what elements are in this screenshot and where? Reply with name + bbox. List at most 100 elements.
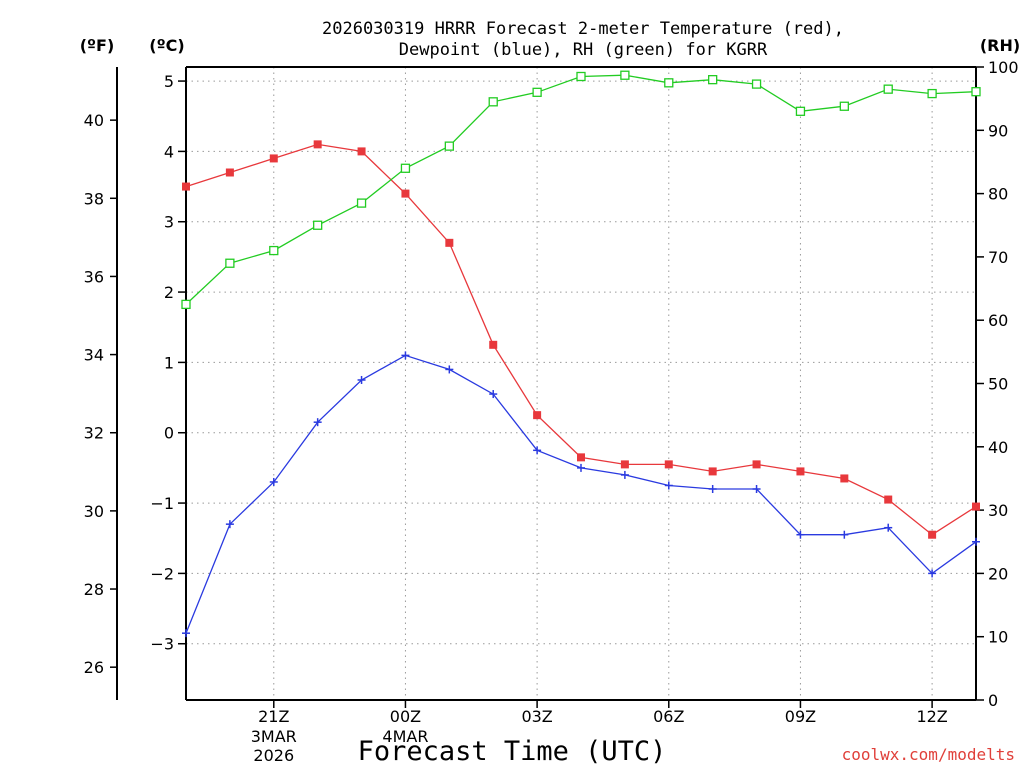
rh-point	[488, 97, 498, 107]
celsius-unit-label: (ºC)	[149, 36, 184, 55]
rh-point	[444, 141, 454, 151]
x-tick-label: 12Z	[916, 707, 947, 726]
rh-unit-label: (RH)	[980, 36, 1020, 55]
temperature-point	[752, 460, 761, 469]
dewpoint-point	[752, 485, 761, 493]
temperature-point	[313, 140, 322, 149]
rh-point	[839, 101, 849, 111]
dewpoint-point	[664, 481, 673, 490]
rh-point	[708, 75, 718, 85]
temperature-point	[840, 474, 849, 483]
temperature-point	[357, 147, 366, 156]
rh-tick-label: 40	[988, 438, 1008, 457]
c-tick-label: −2	[150, 564, 174, 583]
dewpoint-point	[401, 351, 410, 360]
dewpoint-series	[182, 351, 980, 638]
dewpoint-point	[840, 530, 849, 539]
fahrenheit-unit-label: (ºF)	[80, 36, 115, 55]
c-tick-label: −1	[150, 494, 174, 513]
dewpoint-line	[185, 354, 977, 634]
rh-point	[751, 79, 762, 89]
x-tick-label: 03Z	[521, 707, 552, 726]
x-tick-year-label: 2026	[253, 746, 294, 765]
dewpoint-point	[708, 485, 717, 493]
f-tick-label: 34	[84, 346, 104, 365]
temperature-point	[796, 467, 805, 476]
c-tick-label: 1	[164, 353, 174, 372]
x-tick-label: 00Z	[390, 707, 421, 726]
temperature-line	[185, 143, 977, 536]
temperature-series	[182, 140, 980, 539]
rh-point	[620, 70, 630, 80]
dewpoint-point	[577, 463, 585, 472]
temperature-point	[225, 168, 234, 177]
f-tick-label: 36	[84, 267, 104, 286]
dewpoint-point	[269, 477, 278, 486]
x-tick-sublabel: 4MAR	[382, 727, 428, 746]
rh-tick-label: 30	[988, 501, 1008, 520]
rh-tick-label: 50	[988, 375, 1008, 394]
temperature-point	[182, 182, 190, 191]
f-tick-label: 38	[84, 189, 104, 208]
rh-tick-label: 80	[988, 185, 1008, 204]
temperature-point	[708, 467, 717, 476]
grid-lines	[186, 67, 976, 700]
temperature-point	[664, 460, 673, 469]
temperature-point	[445, 238, 454, 247]
f-tick-label: 32	[84, 424, 104, 443]
dewpoint-point	[489, 390, 498, 399]
rh-line	[185, 74, 977, 305]
c-tick-label: −3	[150, 635, 174, 654]
dewpoint-point	[445, 365, 454, 374]
rh-tick-label: 0	[988, 691, 998, 710]
rh-point	[883, 84, 893, 94]
temperature-point	[620, 460, 629, 469]
x-axis-title: Forecast Time (UTC)	[358, 736, 667, 767]
chart-title-line2: Dewpoint (blue), RH (green) for KGRR	[399, 40, 768, 60]
c-tick-label: 4	[164, 142, 174, 161]
x-tick-label: 06Z	[653, 707, 684, 726]
rh-tick-label: 100	[988, 58, 1019, 77]
dewpoint-point	[533, 446, 542, 455]
dewpoint-point	[884, 523, 893, 532]
rh-point	[400, 163, 411, 173]
f-tick-label: 26	[84, 658, 104, 677]
credit-label: coolwx.com/modelts	[842, 745, 1015, 764]
x-tick-label: 09Z	[785, 707, 816, 726]
rh-point	[313, 220, 323, 230]
dewpoint-point	[796, 530, 805, 539]
dewpoint-point	[357, 375, 366, 384]
rh-point	[356, 198, 367, 208]
rh-tick-label: 70	[988, 248, 1008, 267]
rh-series	[181, 70, 981, 310]
dewpoint-point	[313, 418, 322, 427]
f-tick-label: 28	[84, 580, 104, 599]
temperature-point	[489, 340, 498, 349]
rh-point	[532, 87, 542, 97]
dewpoint-point	[928, 569, 937, 578]
temperature-point	[401, 189, 410, 198]
rh-point	[664, 78, 674, 88]
c-tick-label: 0	[164, 424, 174, 443]
temperature-point	[577, 453, 585, 462]
rh-tick-label: 10	[988, 628, 1008, 647]
x-tick-label: 21Z	[258, 707, 289, 726]
temperature-point	[972, 502, 980, 511]
dewpoint-point	[182, 629, 190, 638]
temperature-point	[533, 411, 542, 420]
temperature-point	[269, 154, 278, 163]
chart-title-line1: 2026030319 HRRR Forecast 2-meter Tempera…	[322, 19, 844, 39]
f-tick-label: 30	[84, 502, 104, 521]
dewpoint-point	[620, 470, 629, 479]
data-series	[181, 70, 981, 638]
axes: −3−2−10123452628303234363840010203040506…	[84, 58, 1019, 710]
rh-point	[181, 299, 191, 310]
rh-tick-label: 60	[988, 311, 1008, 330]
rh-tick-label: 20	[988, 564, 1008, 583]
temperature-point	[884, 495, 893, 504]
c-tick-label: 5	[164, 72, 174, 91]
x-tick-sublabel: 3MAR	[251, 727, 297, 746]
c-tick-label: 2	[164, 283, 174, 302]
f-tick-label: 40	[84, 111, 104, 130]
